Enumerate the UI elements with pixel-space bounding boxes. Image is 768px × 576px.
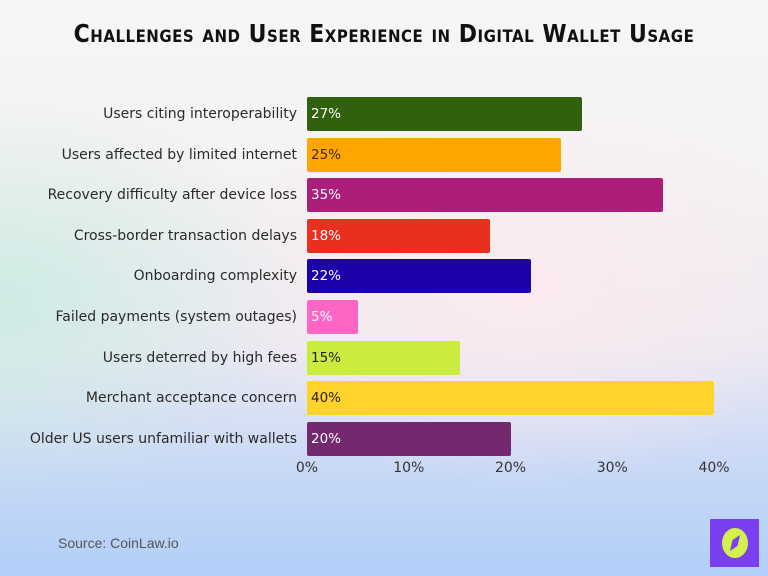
bar-row: Older US users unfamiliar with wallets 20… [0, 421, 768, 456]
bar-value-label: 20% [311, 430, 342, 447]
bar-row: Users deterred by high fees 15% [0, 340, 768, 375]
bar: 27% [307, 97, 582, 131]
x-tick-label: 30% [596, 460, 628, 476]
category-label: Cross-border transaction delays [73, 227, 297, 244]
bar-value-label: 18% [311, 227, 342, 244]
bar-value-label: 27% [311, 106, 342, 122]
x-tick-label: 40% [698, 460, 730, 476]
compass-icon [721, 528, 748, 558]
bar: 20% [307, 421, 511, 456]
category-label: Older US users unfamiliar with wallets [29, 430, 297, 447]
bar-value-label: 35% [311, 187, 342, 204]
bar: 22% [307, 259, 531, 294]
bar-row: Failed payments (system outages) 5% [0, 300, 768, 334]
chart-title: Challenges and User Experience in Digita… [73, 20, 695, 49]
bar: 35% [307, 178, 664, 213]
bar-row: Merchant acceptance concern 40% [0, 381, 768, 416]
category-label: Users citing interoperability [103, 106, 297, 122]
x-tick-label: 20% [494, 460, 527, 476]
x-tick-label: 10% [393, 460, 425, 476]
brand-logo [710, 519, 759, 567]
source-note: Source: CoinLaw.io [58, 535, 179, 551]
category-label: Users affected by limited internet [61, 146, 297, 163]
category-label: Failed payments (system outages) [55, 309, 297, 325]
bar-row: Recovery difficulty after device loss 35% [0, 178, 768, 213]
bar-row: Users citing interoperability 27% [0, 97, 768, 131]
bar-value-label: 5% [311, 309, 333, 325]
category-label: Onboarding complexity [133, 268, 297, 285]
x-tick-label: 0% [295, 460, 319, 476]
bar: 25% [307, 137, 562, 172]
bar-value-label: 22% [311, 268, 342, 285]
bar-value-label: 25% [311, 146, 342, 163]
bar-value-label: 15% [311, 349, 342, 366]
bar: 18% [307, 218, 491, 253]
bar: 5% [307, 300, 358, 334]
bar-row: Onboarding complexity 22% [0, 259, 768, 294]
bar-row: Users affected by limited internet 25% [0, 137, 768, 172]
category-label: Recovery difficulty after device loss [47, 187, 297, 204]
bar-value-label: 40% [311, 390, 342, 407]
bar-row: Cross-border transaction delays 18% [0, 218, 768, 253]
category-label: Merchant acceptance concern [85, 390, 297, 407]
bar: 15% [307, 340, 460, 375]
bar: 40% [307, 381, 714, 416]
category-label: Users deterred by high fees [102, 349, 297, 366]
